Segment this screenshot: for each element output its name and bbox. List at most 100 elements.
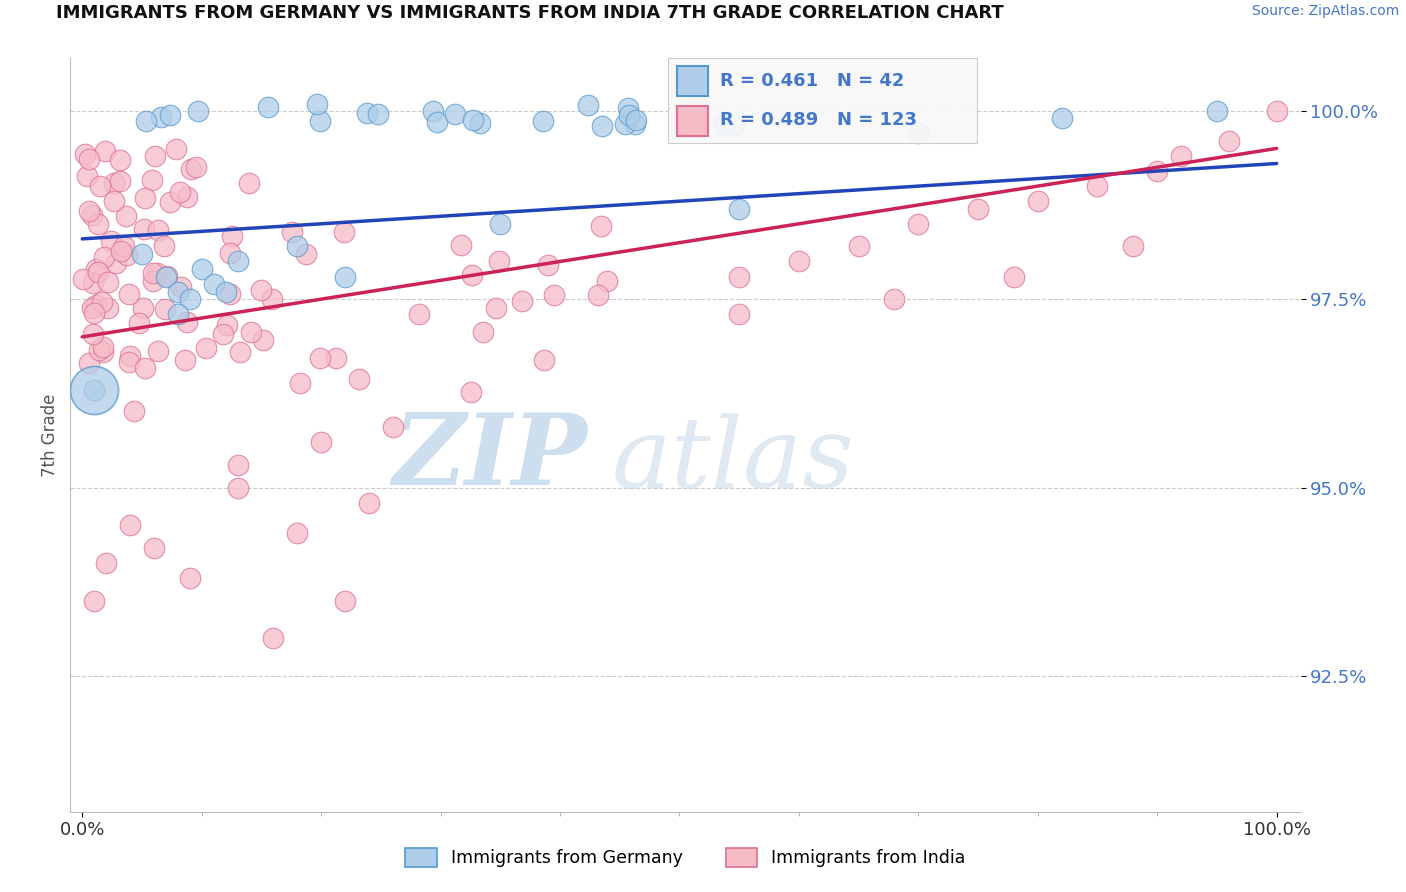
Point — [156, 269, 179, 284]
Point — [84, 261, 107, 276]
Point — [1026, 194, 1049, 209]
Point — [176, 315, 198, 329]
Point — [82, 326, 104, 341]
Point — [510, 293, 533, 308]
Point — [357, 496, 380, 510]
Point — [202, 277, 225, 291]
Point — [155, 302, 177, 317]
Point — [142, 266, 165, 280]
Text: Source: ZipAtlas.com: Source: ZipAtlas.com — [1251, 4, 1399, 19]
Point — [132, 222, 155, 236]
Point — [118, 349, 141, 363]
Point — [249, 283, 271, 297]
Point — [131, 301, 153, 316]
Point — [155, 269, 177, 284]
Point — [543, 287, 565, 301]
Point — [108, 173, 131, 187]
Point — [295, 247, 318, 261]
Point — [115, 248, 138, 262]
Point — [218, 245, 240, 260]
Point — [461, 268, 484, 282]
Point — [190, 262, 212, 277]
Point — [184, 160, 207, 174]
Point — [260, 292, 283, 306]
Y-axis label: 7th Grade: 7th Grade — [41, 393, 59, 476]
Point — [426, 115, 449, 129]
Point — [128, 316, 150, 330]
Point — [626, 112, 648, 127]
Point — [262, 632, 284, 646]
Point — [176, 190, 198, 204]
Point — [347, 372, 370, 386]
Point — [93, 144, 115, 158]
Point — [77, 152, 100, 166]
Point — [146, 266, 169, 280]
Point — [967, 202, 990, 216]
Point — [309, 435, 332, 450]
Point — [97, 275, 120, 289]
Point — [83, 593, 105, 607]
Point — [159, 194, 181, 209]
Point — [103, 176, 125, 190]
Point — [367, 106, 389, 120]
Text: atlas: atlas — [612, 414, 855, 508]
Point — [252, 333, 274, 347]
Text: R = 0.489   N = 123: R = 0.489 N = 123 — [720, 111, 918, 128]
Text: IMMIGRANTS FROM GERMANY VS IMMIGRANTS FROM INDIA 7TH GRADE CORRELATION CHART: IMMIGRANTS FROM GERMANY VS IMMIGRANTS FR… — [56, 4, 1004, 22]
Point — [159, 108, 181, 122]
Point — [723, 117, 745, 131]
Point — [907, 217, 929, 231]
Point — [135, 113, 157, 128]
Point — [143, 149, 166, 163]
Point — [619, 108, 641, 122]
Point — [1146, 164, 1168, 178]
Point — [883, 292, 905, 306]
Point — [728, 202, 751, 216]
Point — [187, 104, 209, 119]
Point — [100, 234, 122, 248]
Point — [82, 301, 104, 316]
Point — [83, 306, 105, 320]
Point — [713, 118, 735, 132]
Point — [238, 176, 260, 190]
Text: ZIP: ZIP — [392, 409, 586, 506]
Point — [148, 223, 170, 237]
Point — [305, 97, 328, 112]
Point — [422, 104, 444, 119]
Point — [87, 217, 110, 231]
Point — [75, 146, 97, 161]
Point — [103, 194, 125, 208]
Point — [77, 356, 100, 370]
Point — [174, 352, 197, 367]
Point — [309, 351, 332, 366]
Point — [308, 114, 330, 128]
Point — [118, 355, 141, 369]
Point — [444, 107, 467, 121]
Point — [1170, 149, 1192, 163]
Point — [218, 287, 240, 301]
Point — [76, 169, 98, 183]
Point — [1206, 103, 1229, 118]
Point — [212, 326, 235, 341]
Point — [114, 209, 136, 223]
Point — [533, 113, 555, 128]
Point — [93, 340, 115, 354]
Point — [333, 269, 356, 284]
Point — [333, 225, 356, 239]
Point — [468, 115, 491, 129]
Point — [226, 458, 249, 472]
Point — [166, 307, 188, 321]
Point — [1002, 269, 1025, 284]
FancyBboxPatch shape — [678, 67, 709, 96]
Point — [787, 254, 810, 268]
Point — [381, 420, 404, 434]
Point — [146, 344, 169, 359]
Point — [728, 307, 751, 321]
Point — [152, 238, 174, 252]
Point — [131, 247, 153, 261]
Point — [408, 307, 430, 321]
Point — [285, 239, 308, 253]
Point — [728, 269, 751, 284]
Point — [165, 142, 187, 156]
Point — [1087, 179, 1109, 194]
